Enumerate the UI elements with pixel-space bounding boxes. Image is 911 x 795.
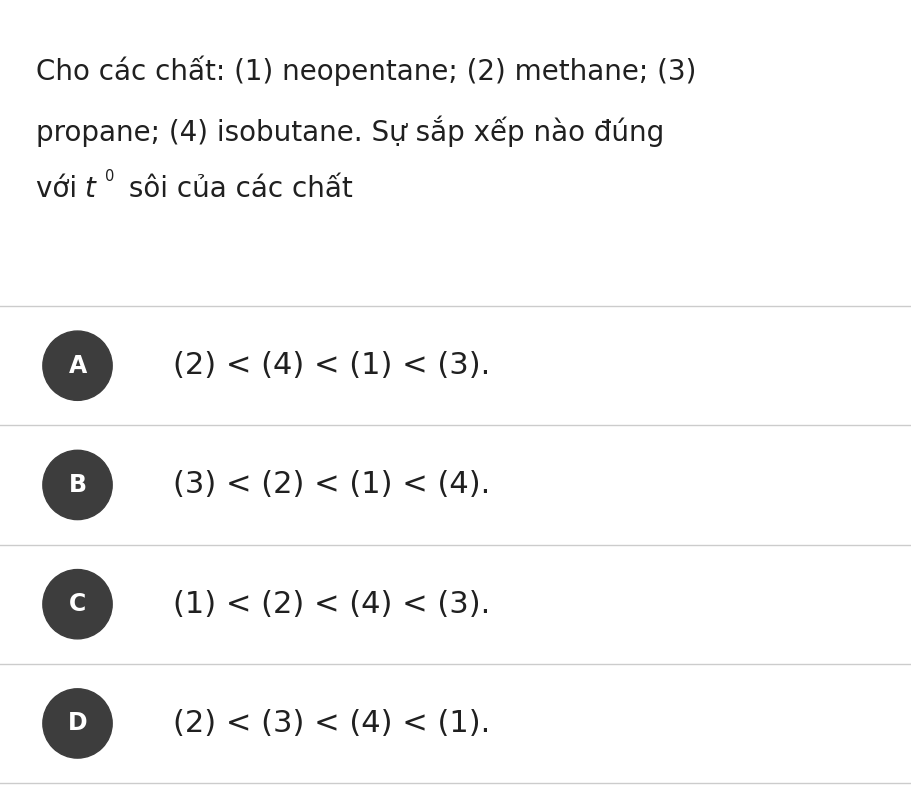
Text: (1) < (2) < (4) < (3).: (1) < (2) < (4) < (3). bbox=[173, 590, 490, 619]
Text: B: B bbox=[68, 473, 87, 497]
Ellipse shape bbox=[43, 331, 112, 401]
Text: propane; (4) isobutane. Sự sắp xếp nào đúng: propane; (4) isobutane. Sự sắp xếp nào đ… bbox=[36, 115, 664, 147]
Text: với: với bbox=[36, 175, 87, 203]
Ellipse shape bbox=[43, 569, 112, 639]
Text: $^{0}$: $^{0}$ bbox=[104, 170, 115, 190]
Text: D: D bbox=[67, 712, 87, 735]
Ellipse shape bbox=[43, 688, 112, 758]
Text: (2) < (3) < (4) < (1).: (2) < (3) < (4) < (1). bbox=[173, 709, 490, 738]
Text: C: C bbox=[69, 592, 86, 616]
Text: (3) < (2) < (1) < (4).: (3) < (2) < (1) < (4). bbox=[173, 471, 490, 499]
Text: (2) < (4) < (1) < (3).: (2) < (4) < (1) < (3). bbox=[173, 351, 490, 380]
Ellipse shape bbox=[43, 450, 112, 520]
Text: A: A bbox=[68, 354, 87, 378]
Text: Cho các chất: (1) neopentane; (2) methane; (3): Cho các chất: (1) neopentane; (2) methan… bbox=[36, 56, 696, 86]
Text: sôi của các chất: sôi của các chất bbox=[120, 175, 353, 203]
Text: $t$: $t$ bbox=[84, 175, 97, 203]
